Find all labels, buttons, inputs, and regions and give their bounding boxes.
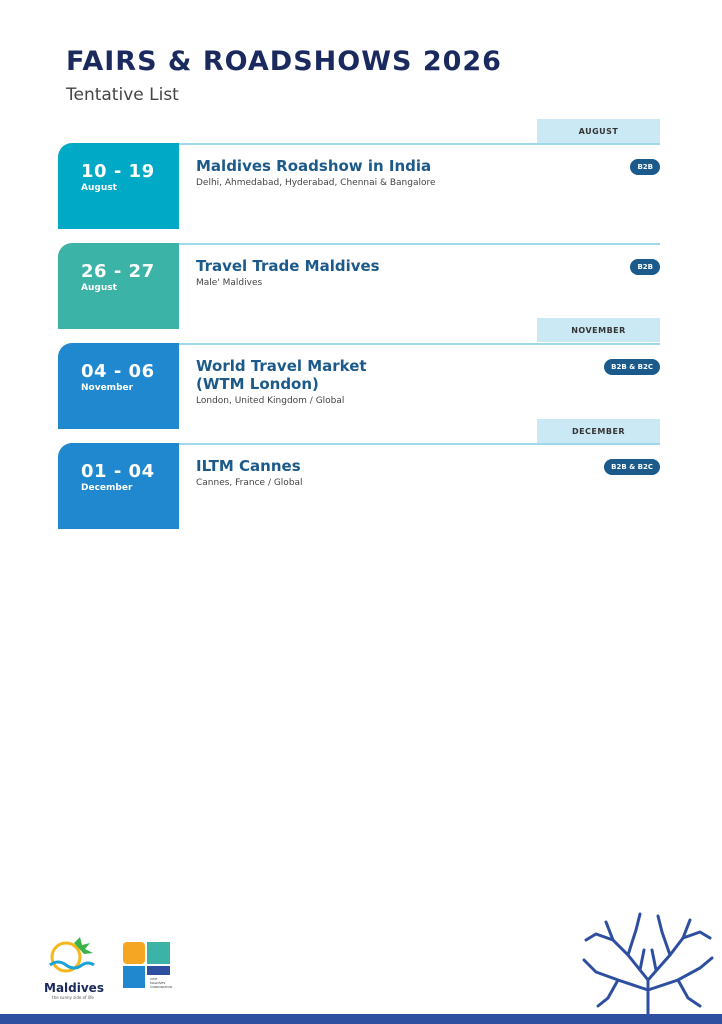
maldives-logo-text: Maldives bbox=[44, 981, 104, 995]
footer-bar bbox=[0, 1014, 722, 1024]
event-date-box: 01 - 04 December bbox=[58, 443, 179, 529]
event-type-badge: B2B & B2C bbox=[604, 359, 660, 375]
event-date-range: 01 - 04 bbox=[81, 461, 155, 482]
page-subtitle: Tentative List bbox=[66, 85, 179, 105]
event-type-badge: B2B & B2C bbox=[604, 459, 660, 475]
event-type-badge: B2B bbox=[630, 159, 660, 175]
event-date-box: 26 - 27 August bbox=[58, 243, 179, 329]
event-row: 10 - 19 August Maldives Roadshow in Indi… bbox=[58, 143, 660, 229]
event-location: Male' Maldives bbox=[196, 278, 263, 288]
event-month: December bbox=[81, 483, 133, 493]
maldives-logo: Maldives the sunny side of life bbox=[42, 935, 104, 1000]
event-name: ILTM Cannes bbox=[196, 457, 301, 475]
divider bbox=[179, 343, 660, 345]
event-type-badge: B2B bbox=[630, 259, 660, 275]
visit-maldives-corporation-logo: VISIT MALDIVES CORPORATION bbox=[123, 942, 173, 990]
event-name: Travel Trade Maldives bbox=[196, 257, 380, 275]
event-row: 01 - 04 December ILTM Cannes Cannes, Fra… bbox=[58, 443, 660, 529]
event-date-box: 10 - 19 August bbox=[58, 143, 179, 229]
event-row: 26 - 27 August Travel Trade Maldives Mal… bbox=[58, 243, 660, 329]
divider bbox=[179, 243, 660, 245]
month-label-december: DECEMBER bbox=[537, 419, 660, 443]
event-month: August bbox=[81, 183, 117, 193]
page-title: FAIRS & ROADSHOWS 2026 bbox=[66, 46, 502, 77]
event-name: Maldives Roadshow in India bbox=[196, 157, 432, 175]
divider bbox=[179, 143, 660, 145]
month-label-august: AUGUST bbox=[537, 119, 660, 143]
month-label-november: NOVEMBER bbox=[537, 318, 660, 342]
event-location: Delhi, Ahmedabad, Hyderabad, Chennai & B… bbox=[196, 178, 436, 188]
event-name: World Travel Market (WTM London) bbox=[196, 357, 367, 393]
event-row: 04 - 06 November World Travel Market (WT… bbox=[58, 343, 660, 429]
coral-tree-icon bbox=[582, 912, 714, 1014]
event-location: Cannes, France / Global bbox=[196, 478, 303, 488]
event-date-box: 04 - 06 November bbox=[58, 343, 179, 429]
vmc-logo-text: VISIT MALDIVES CORPORATION bbox=[150, 977, 172, 989]
event-month: August bbox=[81, 283, 117, 293]
event-date-range: 10 - 19 bbox=[81, 161, 155, 182]
event-date-range: 26 - 27 bbox=[81, 261, 155, 282]
event-date-range: 04 - 06 bbox=[81, 361, 155, 382]
maldives-logo-tagline: the sunny side of life bbox=[52, 995, 94, 1000]
event-month: November bbox=[81, 383, 134, 393]
event-location: London, United Kingdom / Global bbox=[196, 396, 345, 406]
divider bbox=[179, 443, 660, 445]
